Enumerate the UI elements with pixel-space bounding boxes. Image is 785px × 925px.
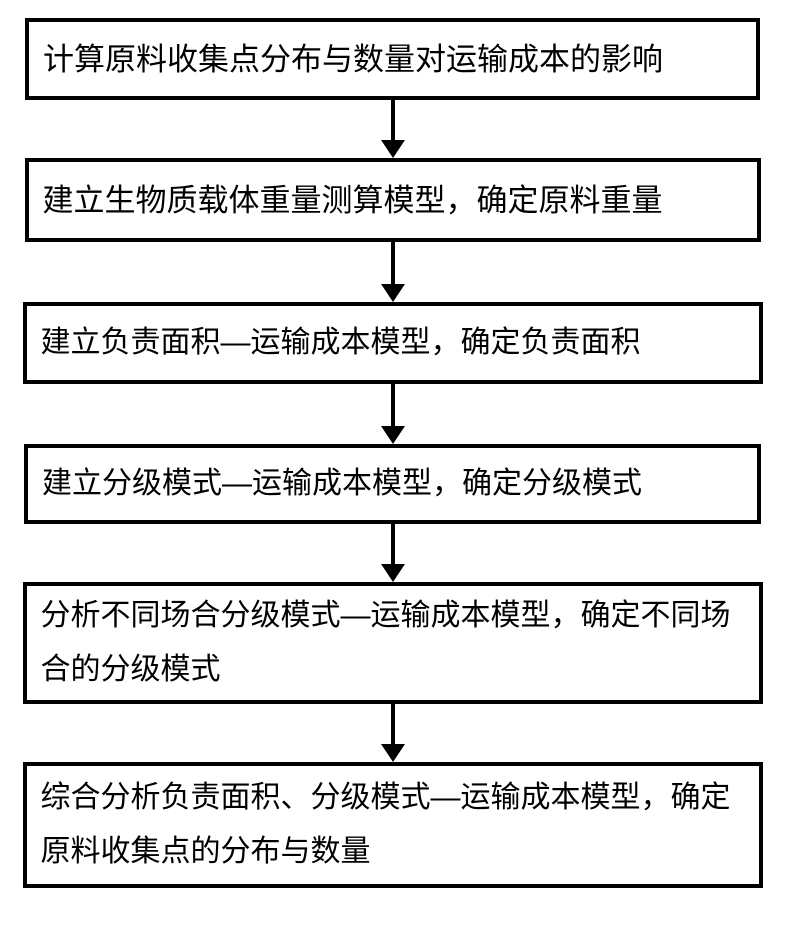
flowchart-box-text: 分析不同场合分级模式—运输成本模型，确定不同场合的分级模式 [41, 589, 745, 697]
flowchart-box: 建立负责面积—运输成本模型，确定负责面积 [23, 302, 763, 384]
flowchart-arrow [373, 242, 413, 302]
flowchart-box: 综合分析负责面积、分级模式—运输成本模型，确定原料收集点的分布与数量 [23, 762, 763, 888]
flowchart-arrow [373, 384, 413, 444]
flowchart-box-text: 建立负责面积—运输成本模型，确定负责面积 [41, 328, 641, 358]
flowchart-box: 计算原料收集点分布与数量对运输成本的影响 [25, 18, 760, 100]
flowchart-box-text: 建立生物质载体重量测算模型，确定原料重量 [43, 185, 663, 216]
flowchart-arrow [373, 524, 413, 582]
flowchart-box: 建立生物质载体重量测算模型，确定原料重量 [25, 158, 761, 242]
flowchart-arrow [373, 100, 413, 158]
flowchart-box: 分析不同场合分级模式—运输成本模型，确定不同场合的分级模式 [23, 582, 763, 704]
flowchart-arrow [373, 704, 413, 762]
flowchart-box-text: 计算原料收集点分布与数量对运输成本的影响 [43, 44, 663, 75]
flowchart-box-text: 建立分级模式—运输成本模型，确定分级模式 [42, 469, 642, 499]
flowchart-box-text: 综合分析负责面积、分级模式—运输成本模型，确定原料收集点的分布与数量 [41, 771, 745, 879]
flowchart-box: 建立分级模式—运输成本模型，确定分级模式 [24, 444, 761, 524]
